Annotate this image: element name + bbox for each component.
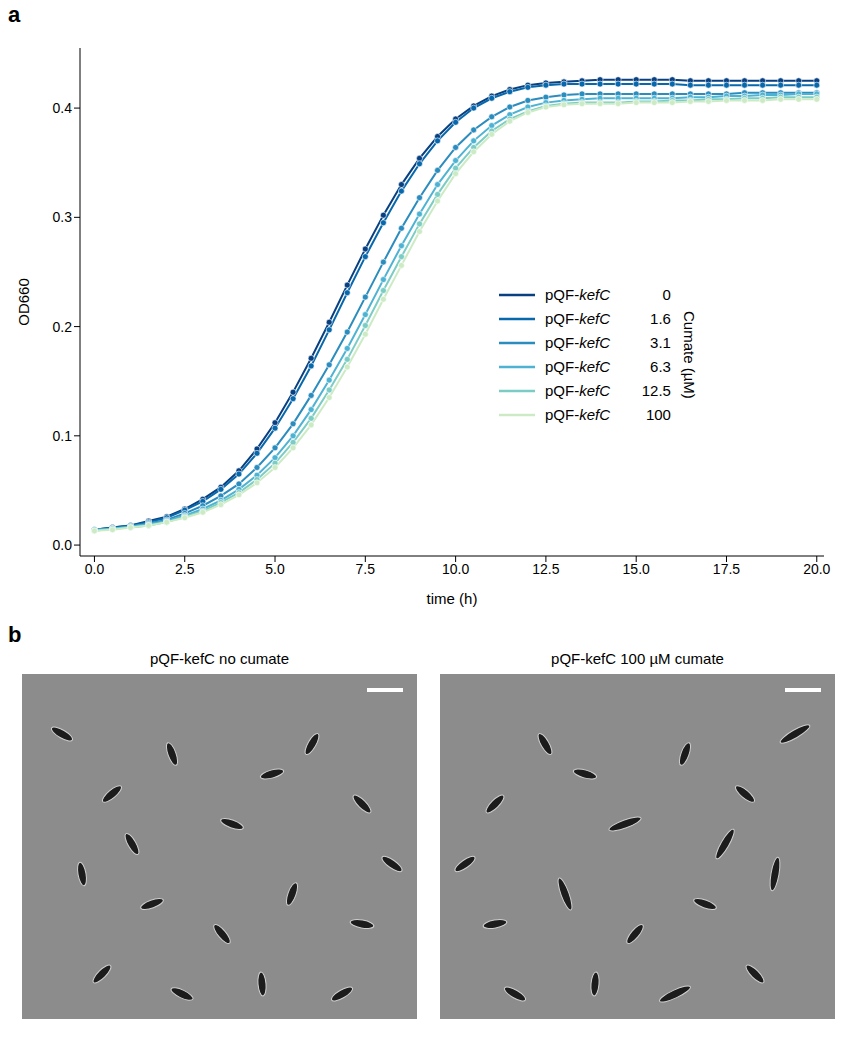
html-text:100: 100 [645,406,671,424]
html-text:a: a [8,2,21,27]
html-text:pQF - kefC: pQF - kefC [544,286,610,304]
html-text:pQF - kefC: pQF - kefC [544,406,610,424]
html-text:pQF-kefC 100 µM cumate: pQF-kefC 100 µM cumate [551,650,724,667]
html-text:pQF-kefC no cumate: pQF-kefC no cumate [149,650,290,667]
svg-text:OD660: OD660 [15,278,32,326]
svg-text:5.0: 5.0 [265,561,285,577]
svg-text:0.1: 0.1 [53,428,73,444]
svg-text:10.0: 10.0 [442,561,469,577]
svg-text:0.0: 0.0 [53,537,73,553]
svg-text:17.5: 17.5 [713,561,740,577]
svg-text:0.4: 0.4 [53,100,73,116]
svg-text:12.5: 12.5 [532,561,559,577]
svg-text:0.3: 0.3 [53,209,73,225]
html-text:1.6: 1.6 [650,310,671,328]
html-text:pQF - kefC: pQF - kefC [544,358,610,376]
html-text:12.5: 12.5 [641,382,671,400]
svg-text:2.5: 2.5 [175,561,195,577]
html-text:pQF - kefC: pQF - kefC [544,334,610,352]
svg-text:0.0: 0.0 [85,561,105,577]
html-text:b: b [8,622,22,647]
html-text:Cumate (µM): Cumate (µM) [680,311,698,399]
html-text:3.1: 3.1 [650,334,671,352]
html-text:0: 0 [662,286,671,304]
html-text:pQF - kefC: pQF - kefC [544,310,610,328]
svg-text:15.0: 15.0 [623,561,650,577]
svg-text:7.5: 7.5 [356,561,376,577]
svg-text:time (h): time (h) [427,590,478,607]
html-text:6.3: 6.3 [650,358,671,376]
html-text:pQF - kefC: pQF - kefC [544,382,610,400]
svg-text:0.2: 0.2 [53,319,73,335]
svg-text:20.0: 20.0 [803,561,830,577]
